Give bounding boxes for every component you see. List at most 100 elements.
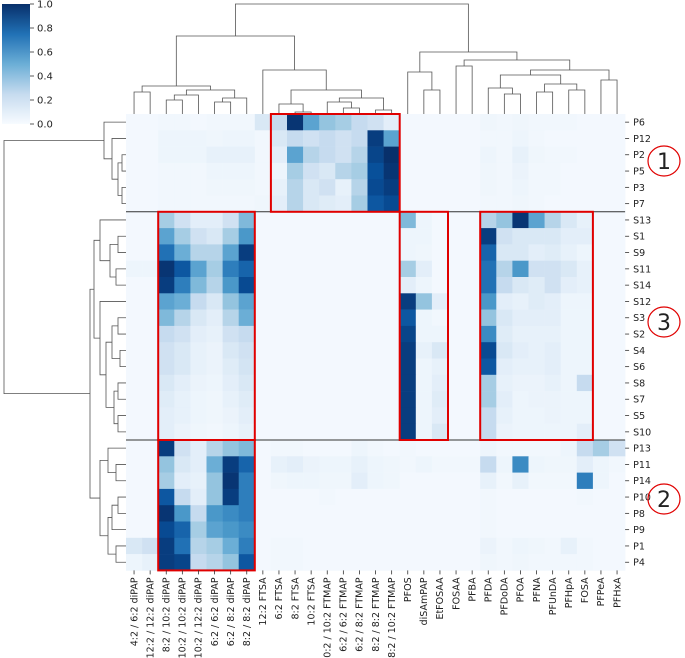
heatmap-cell (319, 358, 336, 376)
heatmap-cell (399, 554, 417, 571)
heatmap-cell (480, 358, 497, 376)
heatmap-cell (287, 554, 304, 571)
heatmap-cell (399, 407, 417, 424)
heatmap-cell (448, 358, 465, 376)
heatmap-cell (238, 244, 256, 261)
heatmap-cell (174, 554, 191, 571)
heatmap-cell (254, 228, 272, 245)
heatmap-cell (609, 211, 626, 229)
heatmap-cell (158, 505, 175, 522)
dendrogram-link (117, 162, 122, 196)
column-label: 8:2 FTSA (290, 577, 301, 620)
heatmap-cell (351, 293, 368, 310)
row-label: S1 (633, 232, 645, 243)
dendrogram-link (568, 89, 586, 114)
row-tick-labels: P6 P12 P2 P5 P3 P7 S13 S1 S9 S11 S14 S12 S3 S2 S4 S6 S8 S… (625, 118, 651, 569)
heatmap-cell (270, 505, 288, 522)
heatmap-cell (576, 146, 594, 164)
heatmap-cell (158, 537, 175, 555)
heatmap-cell (158, 277, 175, 294)
heatmap-cell (206, 472, 223, 490)
heatmap-cell (303, 440, 320, 457)
row-label: S10 (633, 427, 651, 438)
heatmap-cell (464, 554, 481, 571)
heatmap-cell (287, 244, 304, 261)
highlight-box (269, 113, 401, 213)
heatmap-cell (592, 293, 610, 310)
heatmap-cell (496, 114, 513, 131)
heatmap-cell (351, 374, 368, 392)
dendrogram-link (121, 186, 126, 205)
heatmap-cell (576, 374, 594, 392)
heatmap-cell (383, 456, 400, 473)
heatmap-cell (254, 407, 272, 424)
column-label: 6:2 / 8:2 diPAP (226, 577, 237, 646)
heatmap-cell (367, 505, 384, 522)
heatmap-cell (303, 472, 320, 490)
heatmap-cell (609, 488, 626, 506)
heatmap-cell (303, 423, 320, 441)
heatmap-cell (464, 505, 481, 522)
heatmap-cell (592, 162, 610, 180)
dendrogram-link (536, 91, 554, 114)
heatmap-cell (431, 130, 449, 147)
heatmap-cell (190, 130, 207, 147)
heatmap-cell (287, 211, 304, 229)
heatmap-cell (222, 309, 239, 327)
heatmap-cell (560, 391, 578, 408)
column-label: diSAmPAP (419, 577, 430, 625)
heatmap-cell (190, 456, 207, 473)
heatmap-cell (448, 293, 465, 310)
dendrogram-link (107, 447, 126, 474)
heatmap-cell (431, 358, 449, 376)
heatmap-cell (319, 423, 336, 441)
heatmap-cell (335, 309, 352, 327)
heatmap-cell (126, 472, 143, 490)
heatmap-cell (512, 293, 529, 310)
heatmap-cell (512, 130, 529, 147)
heatmap-cell (206, 146, 223, 164)
heatmap-cell (174, 244, 191, 261)
heatmap-cell (254, 260, 272, 278)
cluster-annotations: 1 3 2 (647, 145, 681, 515)
dendrogram-link (99, 219, 126, 262)
heatmap-cell (448, 130, 465, 147)
heatmap-cell (560, 505, 578, 522)
heatmap-cell (335, 277, 352, 294)
heatmap-cell (512, 488, 529, 506)
heatmap-cell (319, 505, 336, 522)
heatmap-cell (351, 407, 368, 424)
dendrogram-link (93, 239, 100, 339)
heatmap-cell (592, 195, 610, 213)
heatmap-cell (270, 358, 288, 376)
heatmap-cell (174, 391, 191, 408)
heatmap-cell (431, 407, 449, 424)
heatmap-cell (609, 325, 626, 343)
heatmap-cell (448, 211, 465, 229)
colorbar: 0.0 0.2 0.4 0.6 0.8 1.0 (2, 0, 53, 131)
heatmap-cell (383, 407, 400, 424)
heatmap-cell (238, 440, 256, 457)
heatmap-cell (399, 488, 417, 506)
heatmap-cell (158, 179, 175, 196)
heatmap-cell (512, 309, 529, 327)
heatmap-cell (126, 146, 143, 164)
heatmap-cell (528, 521, 545, 539)
heatmap-cell (238, 277, 256, 294)
heatmap-cell (592, 130, 610, 147)
row-label: S13 (633, 215, 651, 226)
dendrogram-link (407, 71, 433, 114)
heatmap-cell (238, 293, 256, 310)
heatmap-cell (448, 277, 465, 294)
heatmap-cell (496, 195, 513, 213)
heatmap-cell (158, 162, 175, 180)
dendrogram-link (185, 89, 236, 98)
heatmap-cell (270, 195, 288, 213)
heatmap-cell (480, 472, 497, 490)
heatmap-cell (335, 505, 352, 522)
heatmap-cell (528, 342, 545, 359)
heatmap-cell (174, 260, 191, 278)
heatmap-cell (319, 260, 336, 278)
heatmap-cell (528, 277, 545, 294)
heatmap-cell (142, 146, 159, 164)
